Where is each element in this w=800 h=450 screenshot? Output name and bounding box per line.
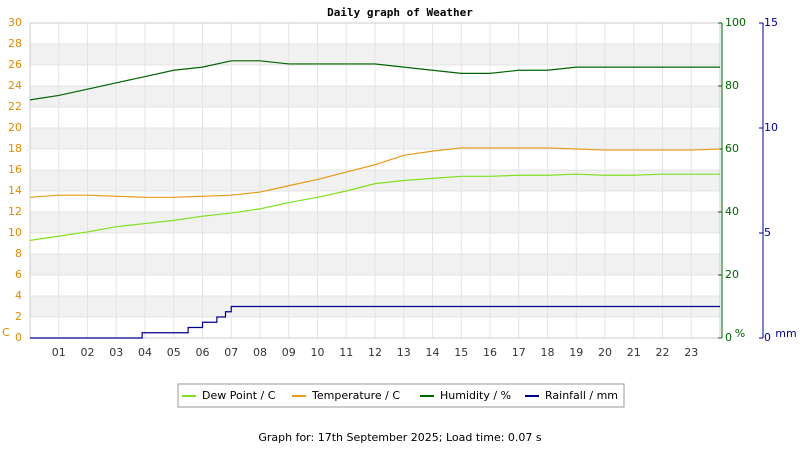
x-tick-label: 12: [368, 346, 382, 359]
x-tick-label: 06: [196, 346, 210, 359]
y-tick-label: 6: [15, 268, 22, 281]
y-tick-label: 30: [8, 16, 22, 29]
y3-tick-label: 15: [764, 16, 778, 29]
y-tick-label: 20: [8, 121, 22, 134]
x-tick-label: 16: [483, 346, 497, 359]
y-tick-label: 10: [8, 226, 22, 239]
series-line: [29, 147, 721, 198]
y2-tick-label: 20: [725, 268, 739, 281]
y2-tick-label: 80: [725, 79, 739, 92]
footer: Graph for: 17th September 2025; Load tim…: [258, 431, 542, 444]
x-tick-label: 03: [109, 346, 123, 359]
legend: Dew Point / C Temperature / C Humidity / %…: [177, 383, 625, 408]
x-tick-label: 22: [656, 346, 670, 359]
x-tick-label: 11: [339, 346, 353, 359]
y3-tick-label: 0: [764, 331, 771, 344]
y2-tick-label: 0: [725, 331, 732, 344]
y-tick-label: 4: [15, 289, 22, 302]
y-tick-label: 0: [15, 331, 22, 344]
y3-tick-label: 5: [764, 226, 771, 239]
legend-label: Rainfall / mm: [545, 389, 618, 402]
x-tick-label: 13: [397, 346, 411, 359]
y-tick-label: 16: [8, 163, 22, 176]
x-tick-label: 21: [627, 346, 641, 359]
legend-label: Temperature / C: [311, 389, 400, 402]
x-tick-label: 20: [598, 346, 612, 359]
plot-frame: [29, 22, 721, 339]
x-tick-label: 17: [512, 346, 526, 359]
y2-axis-label: %: [735, 327, 745, 340]
y-tick-label: 22: [8, 100, 22, 113]
legend-label: Humidity / %: [440, 389, 511, 402]
x-tick-label: 18: [541, 346, 555, 359]
x-tick-label: 01: [52, 346, 66, 359]
x-tick-label: 02: [81, 346, 95, 359]
y3-tick-label: 10: [764, 121, 778, 134]
y-tick-label: 18: [8, 142, 22, 155]
x-tick-label: 07: [224, 346, 238, 359]
series-line: [29, 173, 720, 241]
y-axis-label: C: [2, 326, 10, 339]
x-tick-label: 10: [311, 346, 325, 359]
x-tick-label: 09: [282, 346, 296, 359]
y-tick-label: 12: [8, 205, 22, 218]
x-tick-label: 08: [253, 346, 267, 359]
x-tick-label: 05: [167, 346, 181, 359]
y-tick-label: 24: [8, 79, 22, 92]
legend-label: Dew Point / C: [202, 389, 276, 402]
legend-box: [177, 383, 625, 408]
x-tick-label: 15: [454, 346, 468, 359]
y-tick-label: 14: [8, 184, 22, 197]
y-tick-label: 26: [8, 58, 22, 71]
chart-title: Daily graph of Weather: [327, 6, 473, 19]
x-tick-label: 04: [138, 346, 152, 359]
y2-tick-label: 60: [725, 142, 739, 155]
y-tick-label: 28: [8, 37, 22, 50]
y2-tick-label: 40: [725, 205, 739, 218]
series-line: [29, 60, 720, 101]
x-tick-label: 19: [569, 346, 583, 359]
x-tick-label: 14: [426, 346, 440, 359]
x-tick-label: 23: [684, 346, 698, 359]
y-tick-label: 2: [15, 310, 22, 323]
y2-tick-label: 100: [725, 16, 746, 29]
y-tick-label: 8: [15, 247, 22, 260]
series-line: [30, 305, 720, 339]
y3-axis-label: mm: [775, 327, 796, 340]
